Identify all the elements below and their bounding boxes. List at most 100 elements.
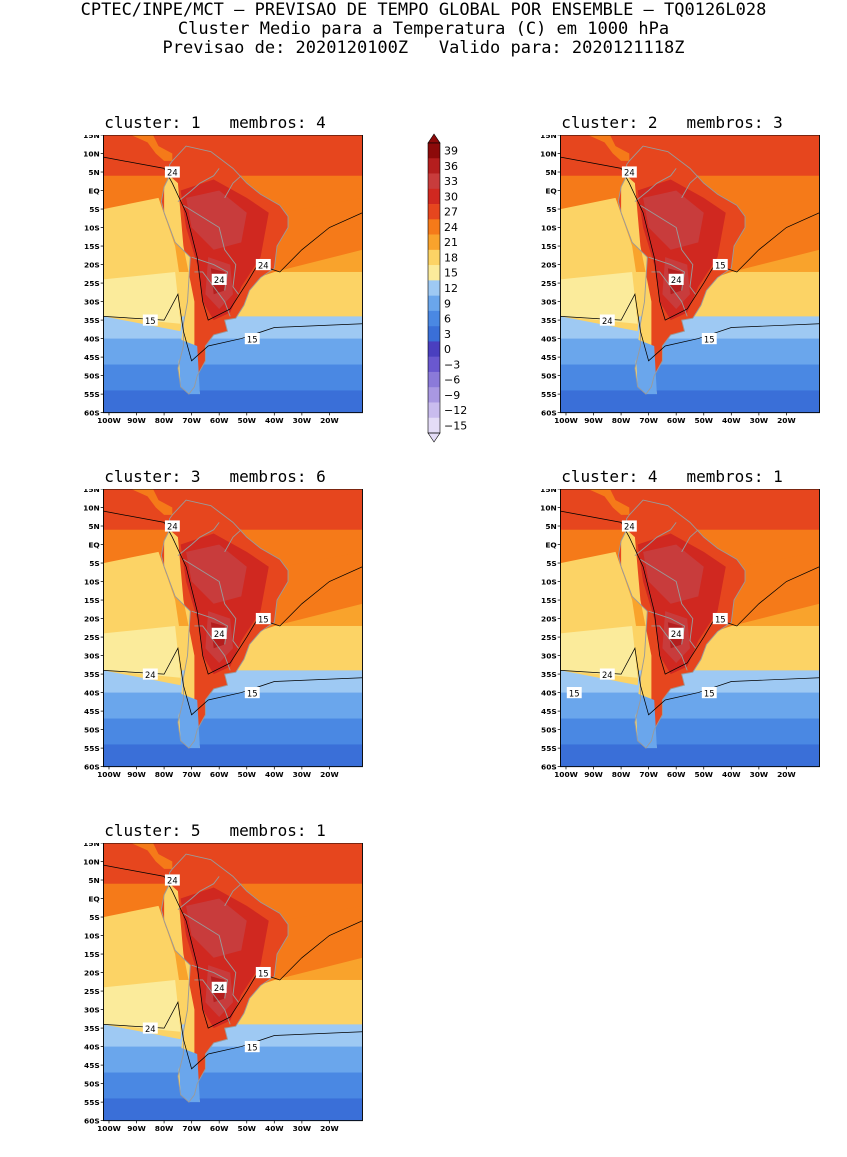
contour-label-box [668, 627, 684, 639]
lat-tick-label: 5S [89, 913, 100, 922]
colorbar-label: −15 [444, 419, 467, 432]
contour-label-box [211, 981, 227, 993]
contour-label: 15 [247, 1042, 258, 1052]
contour-label-box [712, 612, 728, 625]
colorbar-label: −12 [444, 404, 467, 417]
contour-label-box [701, 687, 717, 699]
lat-tick-label: 35S [541, 316, 557, 325]
temperature-map: 24 24 24 15 15 15N 10N 5N EQ 5S 10S 15S 20S 25S 30S 35S… [83, 135, 363, 425]
lat-tick-label: 30S [84, 297, 100, 306]
contour-label-box [255, 258, 271, 271]
lon-tick-label: 90W [127, 770, 146, 779]
lon-tick-label: 30W [293, 1124, 312, 1133]
lon-tick-label: 100W [554, 416, 578, 425]
contour-label-box [701, 333, 717, 345]
lat-tick-label: EQ [88, 540, 99, 549]
temperature-map: 24 24 15 24 15 15N 10N 5N EQ 5S 10S 15S 20S 25S 30S 35S… [83, 843, 363, 1133]
main-title: CPTEC/INPE/MCT — PREVISAO DE TEMPO GLOBA… [80, 0, 767, 20]
lat-tick-label: 45S [84, 707, 100, 716]
contour-label: 24 [602, 316, 613, 326]
contour-label: 24 [624, 168, 635, 178]
lat-tick-label: 60S [84, 1116, 100, 1125]
panel-title: cluster: 2 membros: 3 [561, 113, 783, 132]
contour-label: 24 [602, 670, 613, 680]
lat-tick-label: 5S [546, 559, 557, 568]
panel-title: cluster: 1 membros: 4 [104, 113, 326, 132]
contour-label: 15 [715, 260, 726, 270]
contour-label-box [211, 627, 227, 639]
lat-tick-label: 5S [546, 205, 557, 214]
lat-tick-label: 45S [541, 353, 557, 362]
lat-tick-label: 55S [84, 744, 100, 753]
contour-label: 24 [167, 168, 178, 178]
lat-tick-label: 45S [84, 1061, 100, 1070]
lon-tick-label: 40W [722, 770, 741, 779]
lon-tick-label: 20W [320, 1124, 339, 1133]
lat-tick-label: 5S [89, 559, 100, 568]
lat-tick-label: 35S [541, 670, 557, 679]
lat-tick-label: 30S [541, 297, 557, 306]
lon-tick-label: 20W [777, 770, 796, 779]
lat-tick-label: 20S [84, 260, 100, 269]
lon-tick-label: 20W [320, 770, 339, 779]
colorbar-label: 18 [444, 251, 458, 264]
cluster-panel-3: cluster: 3 membros: 6 24 24 15 24 15 15N 10N 5N… [55, 467, 375, 797]
colorbar-arrow-top [427, 133, 441, 144]
lon-tick-label: 80W [155, 770, 174, 779]
lat-tick-label: 25S [84, 633, 100, 642]
lon-tick-label: 50W [237, 770, 256, 779]
colorbar-label: −6 [444, 374, 460, 387]
contour-label-box [164, 166, 180, 178]
colorbar-label: 9 [444, 297, 451, 310]
lat-tick-label: 35S [84, 670, 100, 679]
lon-tick-label: 80W [612, 770, 631, 779]
cluster-panel-5: cluster: 5 membros: 1 24 24 15 24 15 15N 10N 5N… [55, 821, 375, 1151]
lat-tick-label: 60S [541, 408, 557, 417]
lat-tick-label: EQ [88, 894, 99, 903]
lat-tick-label: 10S [84, 931, 100, 940]
colorbar-swatch [428, 402, 440, 419]
lat-tick-label: 30S [84, 651, 100, 660]
colorbar-label: 39 [444, 145, 458, 158]
temperature-map: 24 24 15 24 15 15 15N 10N 5N EQ 5S 10S 15S 20S 25S 30S 3… [540, 489, 820, 779]
lat-tick-label: 15S [541, 242, 557, 251]
lat-tick-label: 15N [540, 135, 557, 140]
lat-tick-label: 20S [541, 614, 557, 623]
lat-tick-label: 15N [540, 489, 557, 494]
colorbar-swatch [428, 356, 440, 373]
panel-title: cluster: 4 membros: 1 [561, 467, 783, 486]
lat-tick-label: 55S [84, 1098, 100, 1107]
lat-tick-label: 10S [541, 577, 557, 586]
contour-label-box [164, 874, 180, 886]
lon-tick-label: 90W [584, 416, 603, 425]
lat-tick-label: 10N [83, 857, 100, 866]
subtitle-variable: Cluster Medio para a Temperatura (C) em … [177, 19, 670, 39]
colorbar-swatch [428, 326, 440, 342]
colorbar-swatch [428, 280, 440, 296]
contour-label: 24 [214, 275, 225, 285]
colorbar-label: 24 [444, 221, 458, 234]
lon-tick-label: 40W [722, 416, 741, 425]
contour-label-box [211, 273, 227, 285]
lat-tick-label: 10S [84, 577, 100, 586]
contour-label: 24 [624, 522, 635, 532]
lat-tick-label: 40S [541, 688, 557, 697]
lon-tick-label: 80W [612, 416, 631, 425]
lat-tick-label: 15N [83, 843, 100, 848]
lat-tick-label: EQ [545, 540, 556, 549]
contour-label-box [621, 520, 637, 532]
contour-label-box [142, 668, 158, 680]
colorbar-swatch [428, 249, 440, 266]
colorbar-swatch [428, 265, 440, 281]
contour-label: 24 [167, 522, 178, 532]
contour-label: 15 [247, 334, 258, 344]
lat-tick-label: 55S [541, 390, 557, 399]
contour-label-box [244, 1041, 260, 1053]
lon-tick-label: 90W [127, 416, 146, 425]
lat-tick-label: 50S [541, 725, 557, 734]
panel-title: cluster: 3 membros: 6 [104, 467, 326, 486]
contour-label: 15 [258, 614, 269, 624]
lat-tick-label: 15N [83, 489, 100, 494]
contour-label: 15 [704, 334, 715, 344]
